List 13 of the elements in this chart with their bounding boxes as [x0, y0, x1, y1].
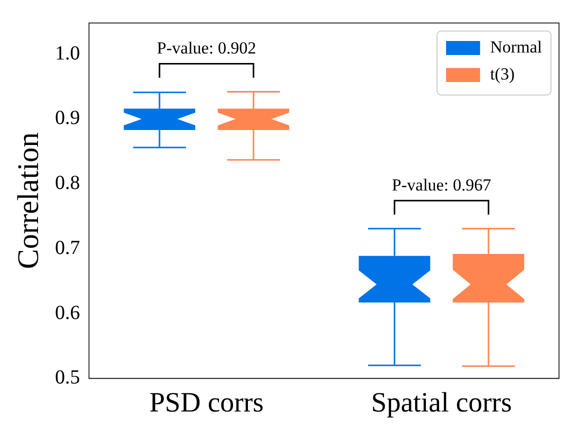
y-tick-label: 0.5 — [55, 366, 80, 389]
x-tick-label: Spatial corrs — [371, 388, 512, 419]
y-tick-label: 0.6 — [55, 302, 80, 324]
y-tick-label: 1.0 — [55, 42, 80, 64]
y-tick-label: 0.8 — [55, 172, 80, 194]
x-tick-label: PSD corrs — [149, 388, 264, 419]
legend-label: t(3) — [490, 64, 515, 84]
y-tick-label: 0.7 — [55, 236, 80, 259]
legend-label: Normal — [490, 37, 542, 56]
y-tick-label: 0.9 — [55, 107, 80, 130]
annotation: P-value: 0.902 — [156, 38, 256, 58]
annotation: P-value: 0.967 — [392, 176, 492, 195]
y-axis-title: Correlation — [12, 132, 45, 270]
